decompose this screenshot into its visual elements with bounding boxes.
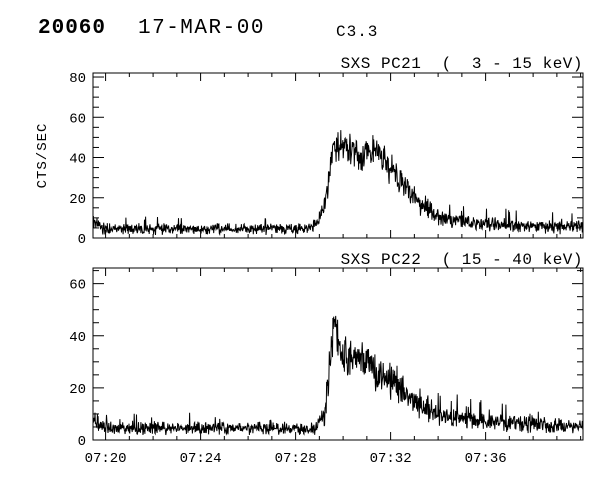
panel-sxs-pc22: 0 20 40 60 07:20 07:24 07:28 07:32 07:36 SXS PC22… (69, 251, 584, 467)
panel-title: SXS PC21 ( 3 - 15 keV) (341, 55, 583, 73)
y-tick-label: 20 (69, 192, 86, 208)
light-curve-trace (92, 315, 584, 436)
y-tick-label: 0 (78, 232, 86, 248)
x-tick-label: 07:28 (275, 451, 317, 467)
goes-class: C3.3 (336, 23, 379, 41)
y-tick-label: 60 (69, 111, 86, 127)
x-tick-label: 07:36 (465, 451, 507, 467)
light-curve-trace (92, 130, 584, 237)
y-tick-label: 0 (78, 434, 86, 450)
y-axis-title: CTS/SEC (35, 123, 51, 189)
y-tick-label: 20 (69, 382, 86, 398)
x-tick-label: 07:32 (370, 451, 412, 467)
flare-date: 17-MAR-00 (138, 17, 265, 40)
plot-frame (92, 267, 584, 441)
panel-sxs-pc21: 0 20 40 60 80 SXS PC21 ( 3 - 15 keV) CTS/SEC (35, 55, 584, 248)
y-tick-label: 40 (69, 152, 86, 168)
y-tick-label: 60 (69, 278, 86, 294)
y-tick-label: 40 (69, 330, 86, 346)
y-tick-label: 80 (69, 71, 86, 87)
x-tick-label: 07:20 (85, 451, 127, 467)
plot-frame (92, 72, 584, 239)
x-tick-label: 07:24 (180, 451, 222, 467)
panel-title: SXS PC22 ( 15 - 40 keV) (341, 251, 583, 269)
event-id: 20060 (38, 17, 107, 40)
